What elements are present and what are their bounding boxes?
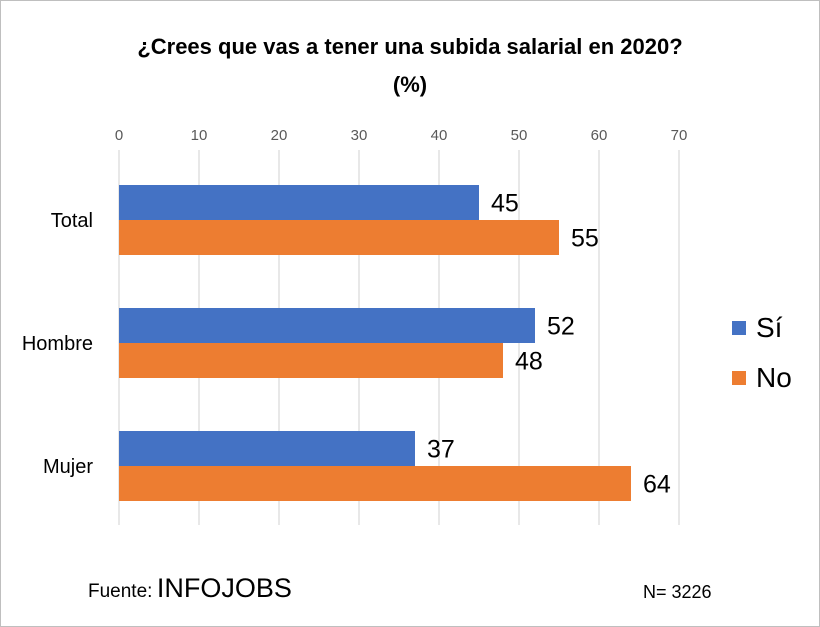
bar — [119, 185, 479, 220]
category-label: Total — [51, 210, 93, 232]
legend-label-si: Sí — [756, 312, 783, 343]
x-tick-label: 10 — [191, 127, 208, 144]
category-label: Hombre — [22, 333, 93, 355]
source-value: INFOJOBS — [156, 573, 292, 603]
chart-subtitle: (%) — [392, 72, 428, 97]
data-label: 52 — [547, 313, 575, 341]
bar — [119, 308, 535, 343]
bar — [119, 431, 415, 466]
category-label: Mujer — [43, 456, 93, 478]
chart-title: ¿Crees que vas a tener una subida salari… — [137, 34, 683, 59]
x-tick-label: 50 — [511, 127, 528, 144]
legend-swatch-no — [732, 371, 746, 385]
legend-label-no: No — [756, 362, 792, 393]
data-label: 45 — [491, 190, 519, 218]
x-tick-label: 20 — [271, 127, 288, 144]
bar — [119, 343, 503, 378]
legend-swatch-si — [732, 321, 746, 335]
data-label: 55 — [571, 225, 599, 253]
x-tick-label: 70 — [671, 127, 688, 144]
legend-item-si: Sí — [732, 312, 782, 344]
bar — [119, 220, 559, 255]
x-tick-label: 40 — [431, 127, 448, 144]
data-label: 64 — [643, 471, 671, 499]
x-tick-label: 30 — [351, 127, 368, 144]
x-tick-label: 0 — [115, 127, 123, 144]
source: Fuente: INFOJOBS — [88, 573, 292, 604]
data-label: 48 — [515, 348, 543, 376]
x-tick-label: 60 — [591, 127, 608, 144]
legend-item-no: No — [732, 362, 792, 394]
sample-size: N= 3226 — [643, 582, 712, 602]
bar — [119, 466, 631, 501]
data-label: 37 — [427, 436, 455, 464]
source-label: Fuente: — [88, 581, 153, 602]
